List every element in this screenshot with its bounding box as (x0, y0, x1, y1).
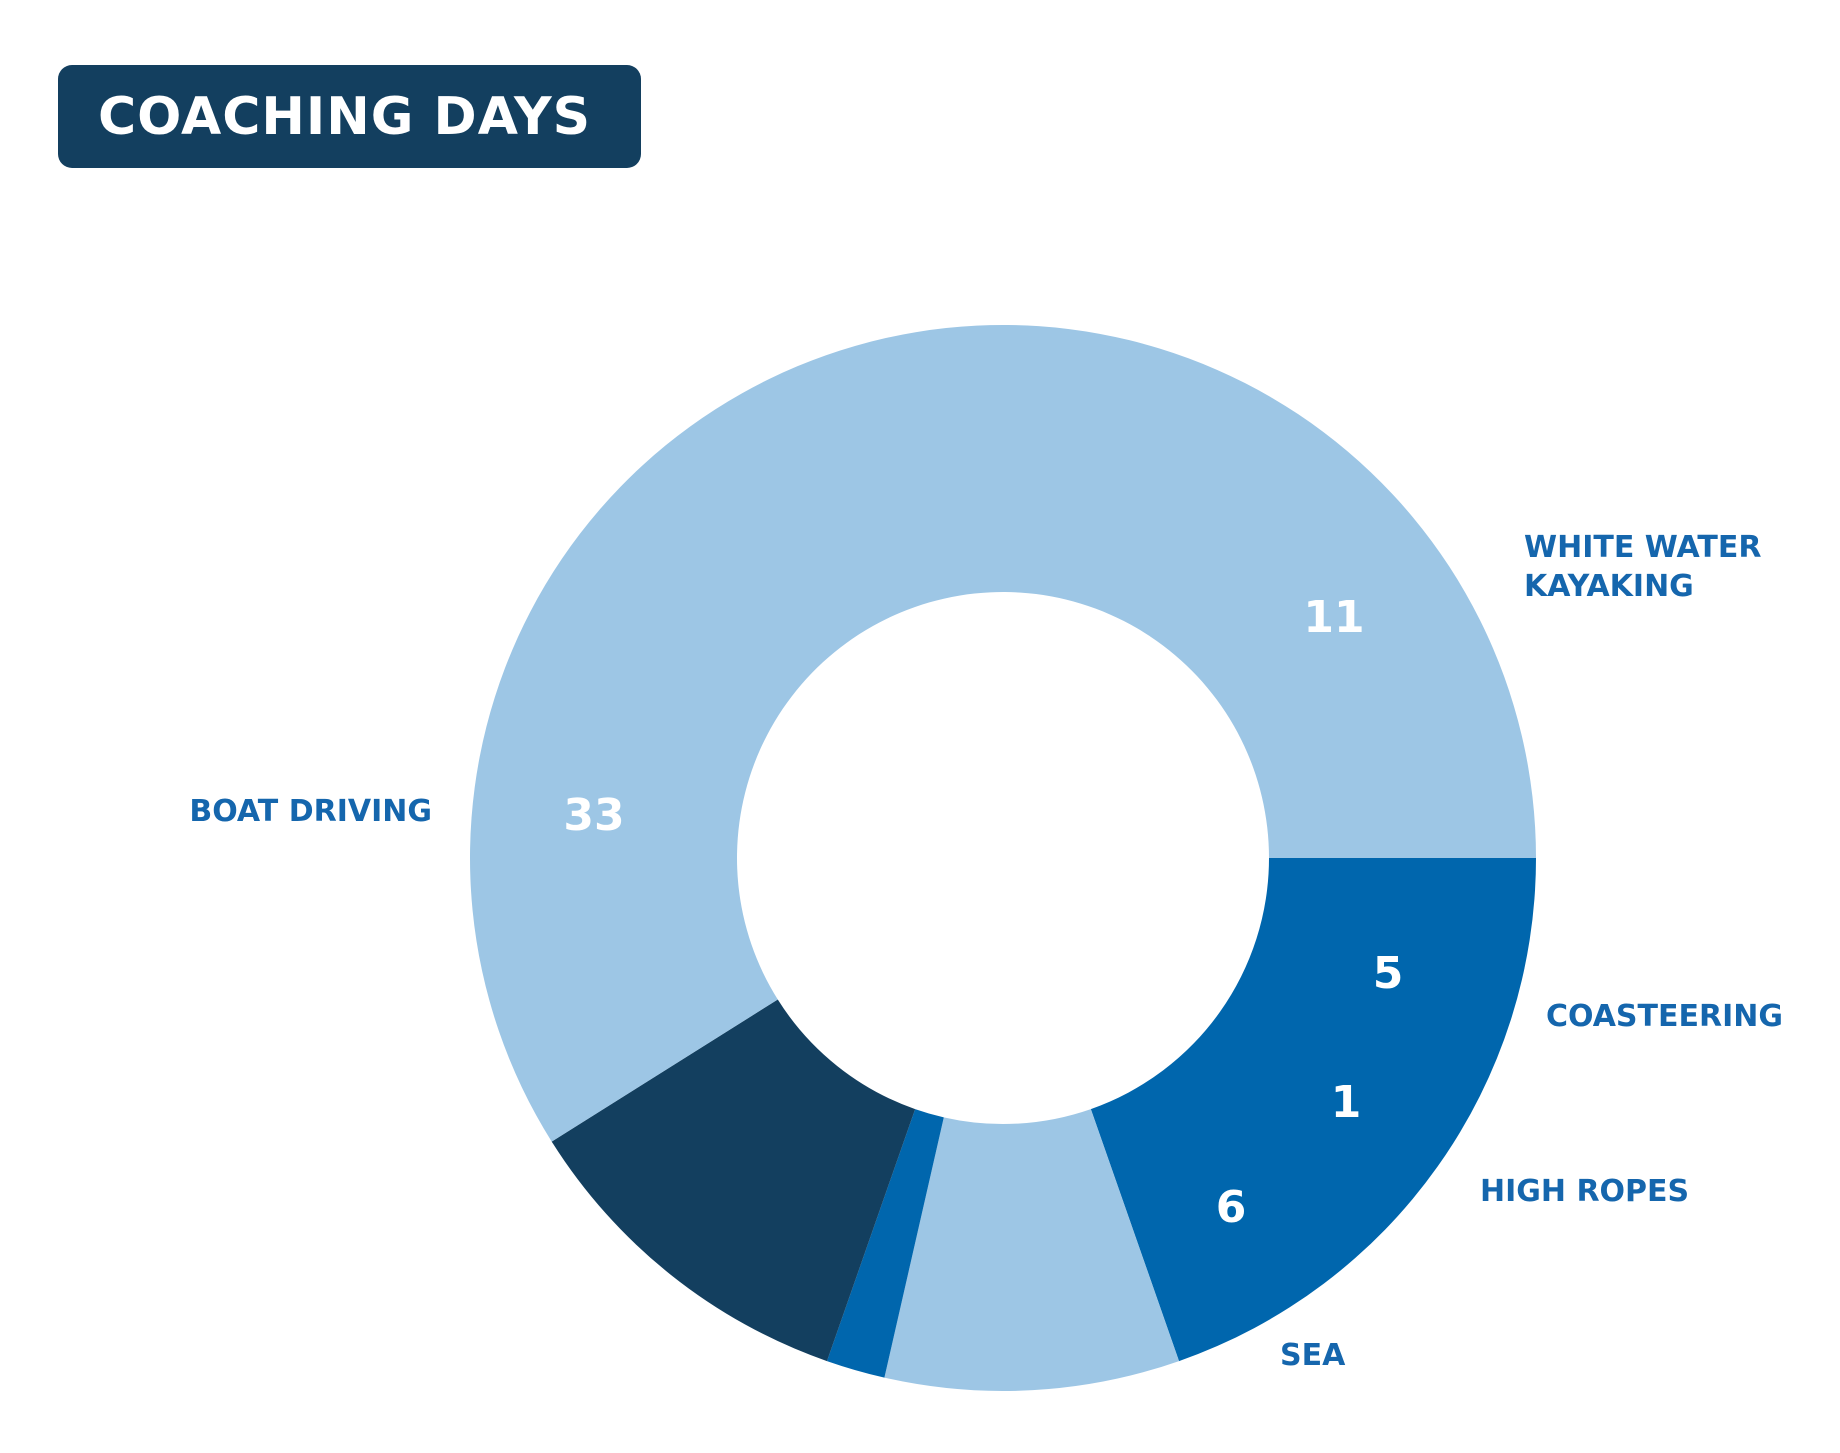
category-label-white-water-kayaking: WHITE WATER KAYAKING (1524, 530, 1761, 604)
donut-slices (470, 325, 1537, 1392)
category-label-high-ropes: HIGH ROPES (1480, 1174, 1689, 1209)
category-label-line: BOAT DRIVING (189, 794, 432, 829)
slice-high-ropes (826, 1109, 944, 1378)
value-label-high-ropes: 1 (1331, 1077, 1362, 1128)
slice-white-water-kayaking (1090, 858, 1536, 1362)
category-labels: WHITE WATER KAYAKING COASTEERING HIGH ROPES… (189, 530, 1783, 1373)
value-label-sea: 6 (1216, 1182, 1247, 1233)
chart-title: COACHING DAYS (98, 86, 592, 147)
value-label-white-water-kayaking: 11 (1303, 592, 1364, 643)
slice-sea (551, 999, 916, 1362)
value-labels: 11 5 1 6 33 (563, 592, 1403, 1233)
category-label-boat-driving: BOAT DRIVING (189, 794, 432, 829)
category-label-line: WHITE WATER (1524, 530, 1761, 565)
value-label-boat-driving: 33 (563, 790, 624, 841)
category-label-line: HIGH ROPES (1480, 1174, 1689, 1209)
chart-title-badge: COACHING DAYS (58, 65, 641, 168)
category-label-line: KAYAKING (1524, 569, 1694, 604)
slice-boat-driving (470, 325, 1537, 1142)
value-label-coasteering: 5 (1373, 948, 1404, 999)
category-label-coasteering: COASTEERING (1546, 999, 1783, 1034)
category-label-sea: SEA (1280, 1338, 1346, 1373)
category-label-line: SEA (1280, 1338, 1346, 1373)
category-label-line: COASTEERING (1546, 999, 1783, 1034)
slice-coasteering (884, 1109, 1180, 1392)
